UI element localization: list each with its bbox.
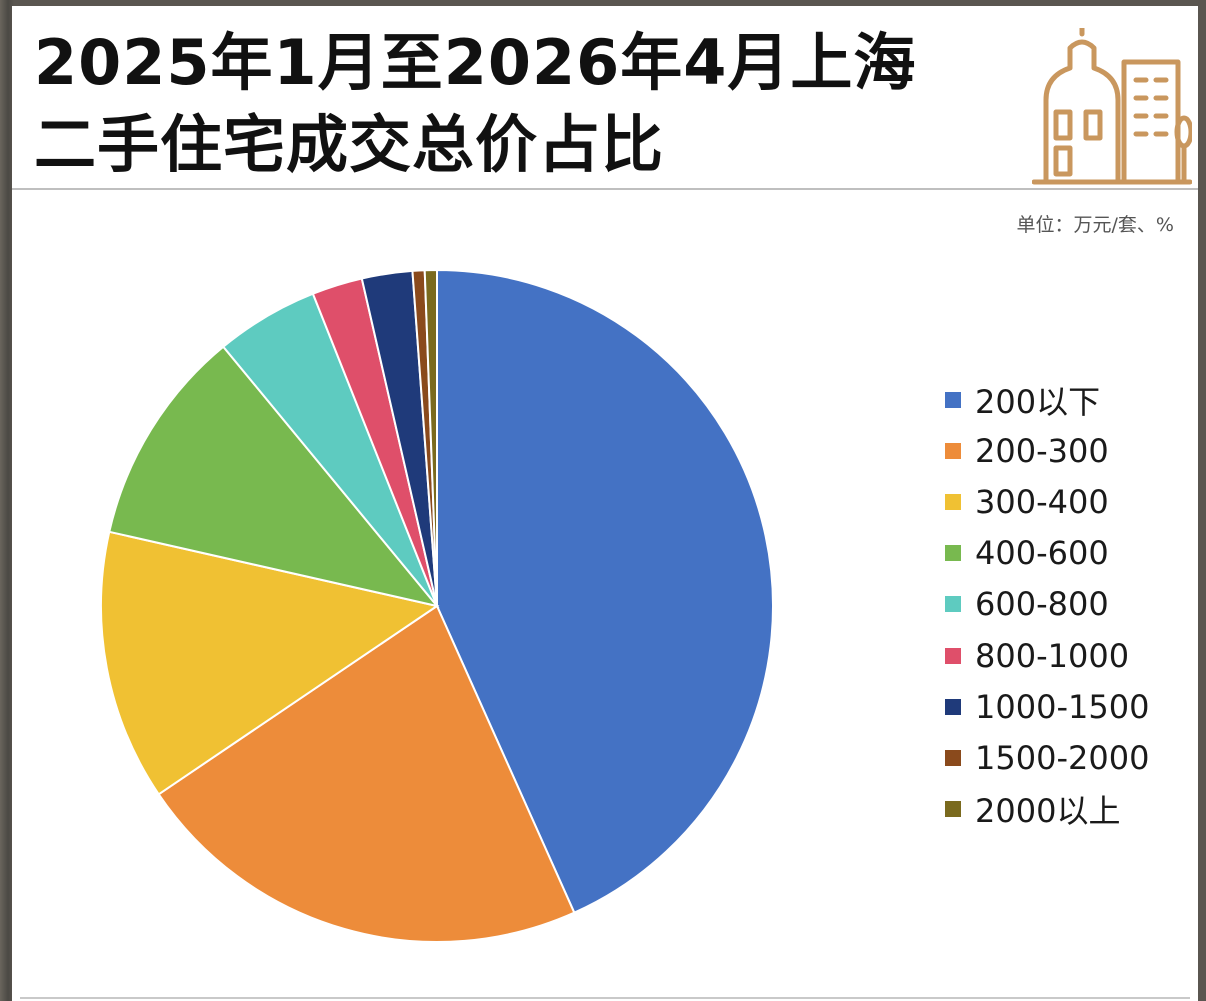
legend-label: 600-800 — [975, 585, 1109, 624]
legend-swatch — [945, 801, 961, 818]
legend-swatch — [945, 596, 961, 613]
unit-label: 单位：万元/套、% — [1016, 214, 1174, 236]
legend-item: 300-400 — [945, 476, 1149, 527]
title-line-2: 二手住宅成交总价占比 — [34, 108, 665, 181]
legend-swatch — [945, 391, 961, 408]
legend-swatch — [945, 749, 961, 766]
legend-label: 800-1000 — [975, 636, 1130, 675]
legend-swatch — [945, 647, 961, 664]
pie-slice-9 — [423, 268, 438, 607]
legend-item: 600-800 — [945, 579, 1149, 630]
legend-item: 1500-2000 — [945, 732, 1149, 783]
legend-item: 200-300 — [945, 425, 1149, 476]
pie-slice-2 — [157, 604, 576, 943]
legend-swatch — [945, 493, 961, 510]
legend-label: 200以下 — [975, 382, 1101, 421]
chart-title: 2025年1月至2026年4月上海 二手住宅成交总价占比 — [34, 22, 994, 186]
legend-item: 1000-1500 — [945, 681, 1149, 732]
legend-swatch — [945, 698, 961, 715]
legend-item: 200以下 — [945, 374, 1149, 425]
legend-item: 800-1000 — [945, 630, 1149, 681]
building-icon — [1032, 28, 1192, 185]
legend-item: 2000以上 — [945, 784, 1149, 835]
pie-chart — [99, 268, 774, 943]
pie-slice-4 — [108, 345, 440, 608]
legend-label: 2000以上 — [975, 792, 1121, 831]
legend-label: 200-300 — [975, 431, 1109, 470]
legend-swatch — [945, 442, 961, 459]
legend-label: 1500-2000 — [975, 738, 1150, 777]
legend-label: 400-600 — [975, 534, 1109, 573]
legend-item: 400-600 — [945, 528, 1149, 579]
bottom-divider — [20, 997, 1190, 999]
legend-label: 300-400 — [975, 482, 1109, 521]
legend-label: 1000-1500 — [975, 687, 1150, 726]
title-line-1: 2025年1月至2026年4月上海 — [34, 26, 917, 99]
chart-legend: 200以下 200-300 300-400 400-600 600-800 800-100… — [945, 374, 1149, 835]
title-divider — [12, 188, 1198, 190]
legend-swatch — [945, 545, 961, 562]
pie-slice-3 — [99, 530, 440, 796]
pie-slice-1 — [436, 268, 774, 914]
